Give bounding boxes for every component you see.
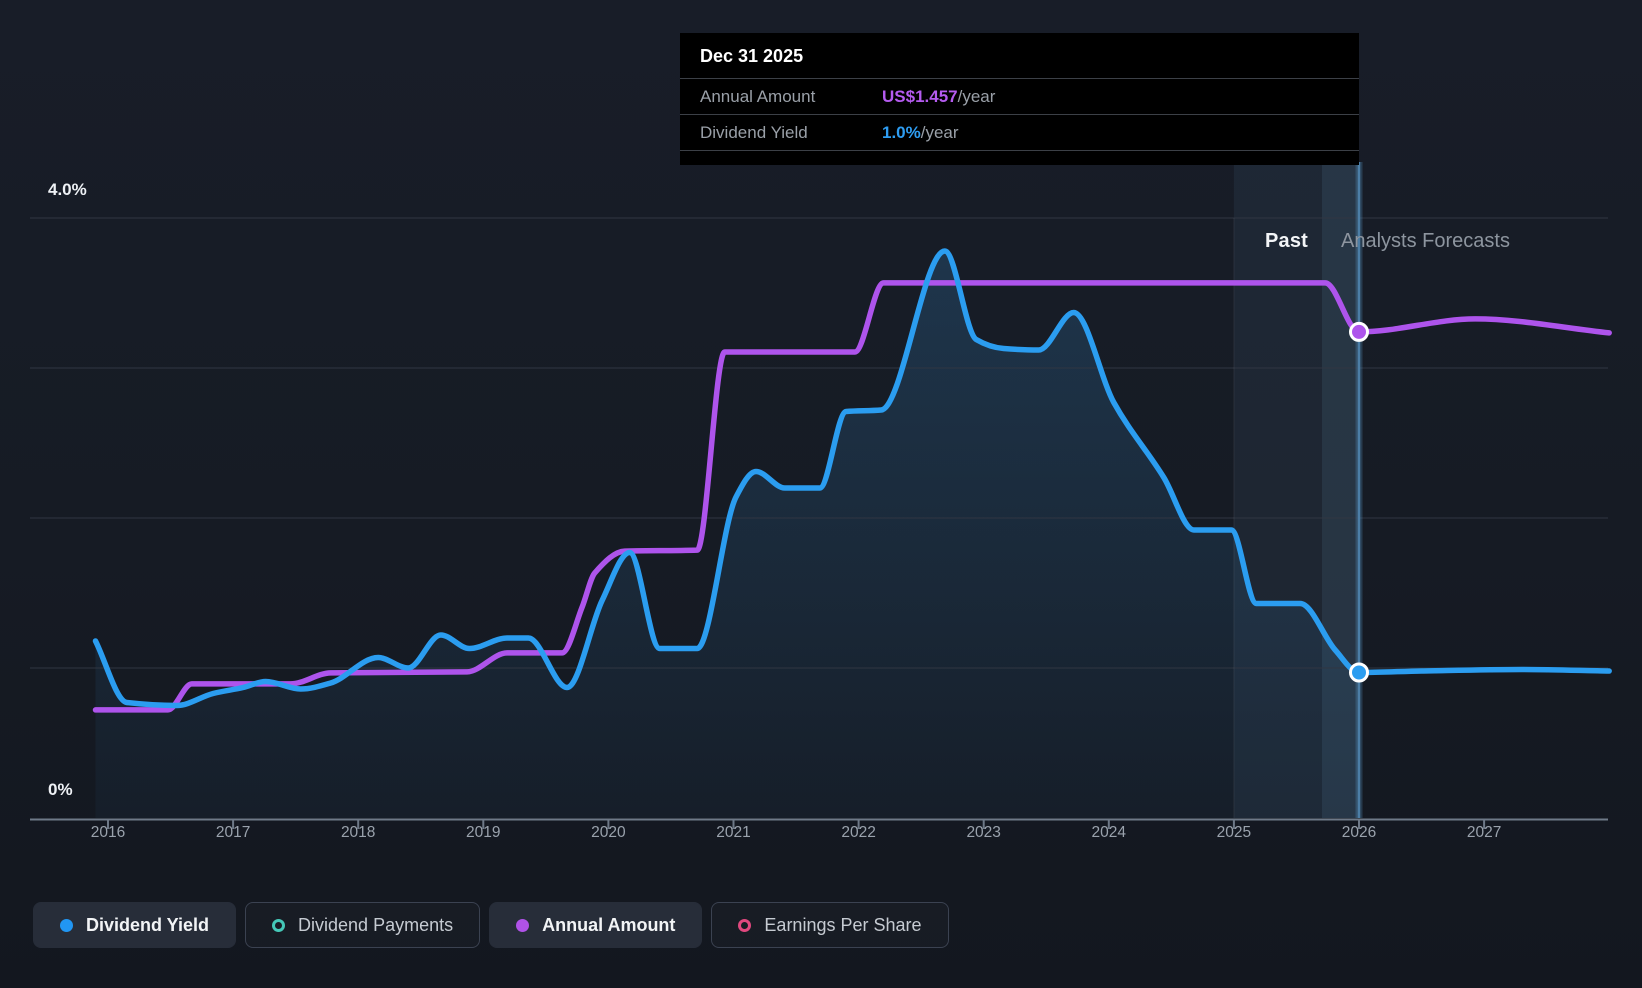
tooltip-value: 1.0%/year <box>882 122 959 142</box>
dividend-yield-series-icon <box>60 918 73 932</box>
annual-amount-line <box>92 280 1612 713</box>
y-axis-label-top: 4.0% <box>48 180 87 199</box>
legend-button-dividend-yield[interactable]: Dividend Yield <box>33 902 237 948</box>
dividend-yield-marker[interactable] <box>1349 662 1369 683</box>
tooltip-label: Annual Amount <box>700 86 816 106</box>
past-region-label: Past <box>1264 230 1308 252</box>
dividend-payments-series-icon <box>272 918 286 932</box>
x-axis-label-2019: 2019 <box>466 824 501 841</box>
x-axis-label-2020: 2020 <box>591 824 626 841</box>
x-axis-label-2027: 2027 <box>1466 824 1502 841</box>
annual-amount-marker[interactable] <box>1349 321 1369 342</box>
tooltip-value: US$1.457/year <box>882 86 996 106</box>
legend-button-annual-amount[interactable]: Annual Amount <box>489 902 703 948</box>
y-axis-label-bottom: 0% <box>48 780 73 799</box>
legend-button-dividend-payments[interactable]: Dividend Payments <box>245 902 481 948</box>
tooltip-date: Dec 31 2025 <box>700 46 804 66</box>
x-axis-label-2021: 2021 <box>716 824 751 841</box>
earnings-per-share-series-icon <box>738 918 752 932</box>
legend: Dividend Yield Dividend Payments Annual Am… <box>33 902 949 948</box>
x-axis-label-2017: 2017 <box>215 824 251 841</box>
x-axis-label-2024: 2024 <box>1091 824 1127 841</box>
tooltip-divider <box>680 150 1359 151</box>
tooltip-row-annual-amount: Annual Amount US$1.457/year <box>680 78 1359 114</box>
legend-button-earnings-per-share[interactable]: Earnings Per Share <box>711 902 949 948</box>
x-axis-label-2023: 2023 <box>966 824 1001 841</box>
x-axis-label-2018: 2018 <box>340 824 376 841</box>
dividend-yield-line <box>92 248 1612 709</box>
x-axis-label-2022: 2022 <box>841 824 876 841</box>
forecast-region-label: Analysts Forecasts <box>1341 230 1510 252</box>
annual-amount-series-icon <box>516 918 530 932</box>
x-axis-label-2016: 2016 <box>90 824 126 841</box>
x-axis-label-2025: 2025 <box>1216 824 1252 841</box>
highlight-band <box>1233 162 1359 818</box>
tooltip-row-dividend-yield: Dividend Yield 1.0%/year <box>680 114 1359 150</box>
chart-tooltip: Dec 31 2025 Annual Amount US$1.457/year … <box>680 33 1359 165</box>
highlight-band-bright <box>1322 162 1359 818</box>
legend-label: Annual Amount <box>542 914 676 935</box>
legend-label: Earnings Per Share <box>764 914 922 935</box>
tooltip-label: Dividend Yield <box>700 122 808 142</box>
x-axis-label-2026: 2026 <box>1341 824 1377 841</box>
legend-label: Dividend Payments <box>298 914 454 935</box>
legend-label: Dividend Yield <box>86 914 210 935</box>
